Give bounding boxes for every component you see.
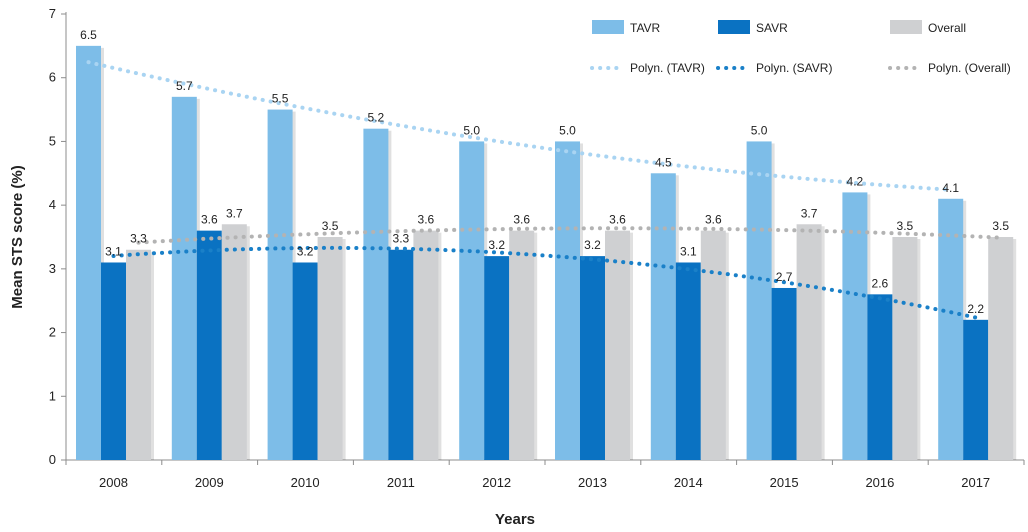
legend-label-trend-overall: Polyn. (Overall) (928, 61, 1011, 75)
x-tick-label: 2015 (770, 475, 799, 490)
x-tick-label: 2008 (99, 475, 128, 490)
legend-label-overall: Overall (928, 21, 966, 35)
bar-overall (317, 237, 343, 460)
bar-overall (700, 230, 726, 460)
bar-savr (867, 294, 893, 460)
data-label-tavr: 5.0 (463, 123, 480, 137)
y-tick-label: 0 (49, 452, 56, 467)
data-label-tavr: 6.5 (80, 28, 97, 42)
x-axis-title: Years (495, 511, 535, 528)
data-label-overall: 3.7 (801, 206, 818, 220)
x-tick-label: 2011 (387, 475, 415, 490)
bar-tavr (746, 141, 772, 460)
bar-savr (196, 230, 222, 460)
trendlines (86, 60, 1003, 320)
legend-label-savr: SAVR (756, 21, 788, 35)
bar-overall (988, 237, 1014, 460)
data-label-tavr: 5.2 (368, 111, 385, 125)
bar-tavr (938, 198, 964, 460)
data-label-savr: 3.2 (297, 244, 314, 258)
bar-overall (605, 230, 630, 460)
y-tick-label: 3 (49, 261, 56, 276)
legend-swatch-tavr (592, 20, 624, 34)
bar-overall (892, 237, 918, 460)
data-label-tavr: 5.7 (176, 79, 193, 93)
data-label-overall: 3.3 (130, 232, 147, 246)
bar-tavr (650, 173, 676, 461)
x-tick-label: 2016 (865, 475, 894, 490)
bar-tavr (171, 96, 197, 460)
y-tick-label: 4 (49, 197, 56, 212)
y-tick-label: 2 (49, 325, 56, 340)
data-label-tavr: 4.5 (655, 155, 672, 169)
data-label-savr: 3.1 (105, 244, 122, 258)
bar-savr (963, 319, 989, 460)
bar-tavr (842, 192, 868, 460)
y-axis-title: Mean STS score (%) (9, 165, 26, 308)
legend-label-tavr: TAVR (630, 21, 661, 35)
axes: 0 1 2 3 4 5 6 7 2008 2009 2010 2011 2012 2013 2014 2015… (9, 6, 1025, 528)
trendline-overall (136, 226, 1003, 245)
data-label-savr: 3.6 (201, 213, 218, 227)
bar-savr (292, 262, 318, 460)
trendline-savr (111, 245, 978, 320)
x-tick-label: 2017 (961, 475, 990, 490)
data-label-overall: 3.5 (897, 219, 914, 233)
y-tick-label: 1 (49, 388, 56, 403)
data-label-tavr: 4.2 (847, 174, 864, 188)
bar-savr (771, 287, 797, 460)
data-label-overall: 3.6 (705, 213, 722, 227)
bars (76, 45, 1017, 461)
bar-overall (509, 230, 535, 460)
legend-swatch-overall (890, 20, 922, 34)
bar-tavr (267, 109, 293, 461)
data-label-savr: 3.3 (393, 232, 410, 246)
bar-savr (388, 249, 414, 460)
data-label-tavr: 4.1 (942, 181, 959, 195)
x-tick-label: 2013 (578, 475, 607, 490)
data-label-overall: 3.5 (992, 219, 1009, 233)
x-tick-label: 2012 (482, 475, 511, 490)
data-label-savr: 3.2 (488, 238, 505, 252)
bar-overall (126, 249, 151, 460)
bar-savr (101, 262, 126, 460)
legend-swatch-savr (718, 20, 750, 34)
data-label-overall: 3.6 (609, 213, 626, 227)
data-label-overall: 3.7 (226, 206, 243, 220)
y-tick-label: 7 (49, 6, 56, 21)
trendline-tavr (86, 60, 953, 192)
data-label-savr: 2.6 (872, 276, 889, 290)
bar-overall (796, 224, 822, 460)
x-tick-label: 2009 (195, 475, 224, 490)
data-label-savr: 3.2 (584, 238, 601, 252)
bar-savr (675, 262, 701, 460)
bar-tavr (363, 128, 389, 460)
data-label-overall: 3.5 (322, 219, 339, 233)
bar-tavr (555, 141, 580, 460)
y-tick-label: 6 (49, 70, 56, 85)
data-label-overall: 3.6 (513, 213, 530, 227)
y-tick-label: 5 (49, 133, 56, 148)
legend: TAVR SAVR Overall Polyn. (TAVR) Polyn. (SAVR… (590, 20, 1011, 75)
bar-tavr (76, 45, 101, 460)
data-labels: 6.5 5.7 5.5 5.2 5.0 5.0 4.5 5.0 4.2 4.1 3.1 3.6 3.2 3… (80, 28, 1009, 316)
bar-savr (484, 256, 510, 460)
legend-label-trend-tavr: Polyn. (TAVR) (630, 61, 705, 75)
data-label-savr: 2.7 (776, 270, 793, 284)
bar-overall (221, 224, 247, 460)
legend-label-trend-savr: Polyn. (SAVR) (756, 61, 832, 75)
data-label-tavr: 5.0 (751, 123, 768, 137)
x-tick-label: 2010 (291, 475, 320, 490)
bar-savr (580, 256, 605, 460)
bar-overall (413, 230, 439, 460)
data-label-overall: 3.6 (418, 213, 435, 227)
x-tick-label: 2014 (674, 475, 703, 490)
data-label-savr: 3.1 (680, 244, 697, 258)
data-label-savr: 2.2 (967, 302, 984, 316)
data-label-tavr: 5.0 (559, 123, 576, 137)
bar-tavr (459, 141, 485, 460)
data-label-tavr: 5.5 (272, 92, 289, 106)
